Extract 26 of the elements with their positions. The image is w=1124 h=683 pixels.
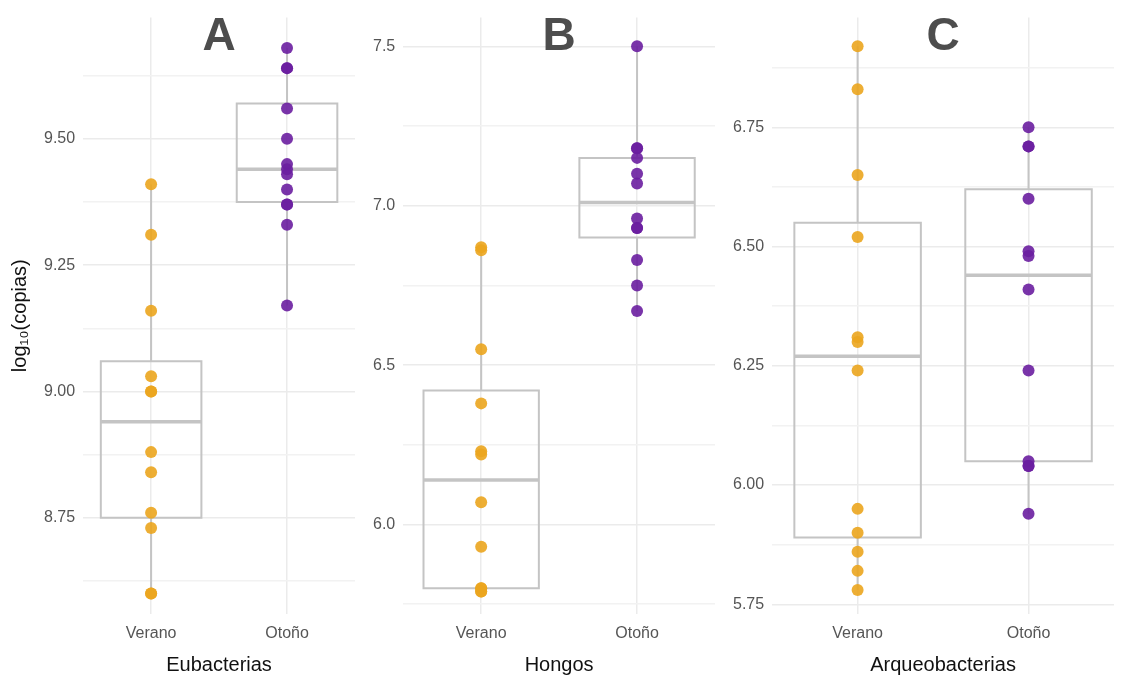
y-tick-label: 9.50 [44, 129, 76, 147]
x-axis-title: Hongos [524, 652, 594, 675]
y-tick-label: 5.75 [733, 594, 765, 612]
y-tick-label: 7.5 [372, 36, 396, 54]
chart-title: C [926, 7, 960, 60]
x-tick-label: Otoño [1006, 623, 1051, 641]
x-axis-title: Eubacterias [166, 652, 272, 675]
x-tick-label: Otoño [615, 623, 659, 641]
y-tick-label: 6.00 [733, 475, 765, 493]
y-tick-label: 6.50 [733, 236, 765, 254]
chart-title: B [542, 7, 576, 60]
x-tick-label: Verano [832, 623, 884, 641]
y-axis-title: log₁₀(copias) [7, 259, 30, 373]
y-tick-label: 6.75 [733, 117, 765, 135]
x-tick-label: Otoño [265, 623, 309, 641]
x-tick-label: Verano [455, 623, 507, 641]
y-tick-label: 9.25 [44, 255, 76, 273]
y-tick-label: 7.0 [372, 196, 396, 214]
x-axis-title: Arqueobacterias [870, 652, 1016, 675]
y-tick-label: 9.00 [44, 381, 76, 399]
y-tick-label: 6.25 [733, 356, 765, 374]
chart-title: A [202, 7, 236, 60]
y-tick-label: 8.75 [44, 508, 76, 526]
y-tick-label: 6.5 [372, 355, 396, 373]
y-tick-label: 6.0 [372, 514, 396, 532]
x-tick-label: Verano [125, 623, 177, 641]
